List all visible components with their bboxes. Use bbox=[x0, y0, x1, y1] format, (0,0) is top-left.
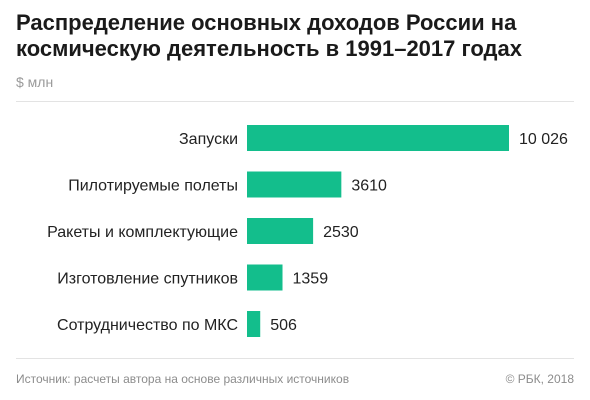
bar bbox=[247, 171, 342, 198]
category-label: Запуски bbox=[179, 131, 238, 148]
source-note: Источник: расчеты автора на основе разли… bbox=[16, 372, 350, 386]
chart-title: Распределение основных доходов России на… bbox=[16, 10, 522, 61]
bottom-divider bbox=[16, 358, 574, 359]
value-label: 1359 bbox=[293, 271, 329, 288]
bar bbox=[247, 218, 314, 244]
category-label: Сотрудничество по МКС bbox=[57, 317, 238, 334]
top-divider bbox=[16, 101, 574, 102]
value-label: 10 026 bbox=[519, 131, 568, 148]
category-label: Пилотируемые полеты bbox=[68, 178, 238, 195]
category-label: Ракеты и комплектующие bbox=[47, 224, 238, 241]
bar-chart: Запуски 10 026 Пилотируемые полеты 3610 Раке… bbox=[47, 125, 568, 337]
copyright-note: © РБК, 2018 bbox=[505, 372, 574, 386]
value-label: 2530 bbox=[323, 224, 359, 241]
unit-label: $ млн bbox=[16, 74, 54, 90]
value-label: 3610 bbox=[351, 178, 387, 195]
value-label: 506 bbox=[270, 317, 297, 334]
bar bbox=[247, 311, 261, 337]
bar bbox=[247, 125, 509, 151]
category-label: Изготовление спутников bbox=[57, 271, 238, 288]
bar bbox=[247, 264, 283, 291]
